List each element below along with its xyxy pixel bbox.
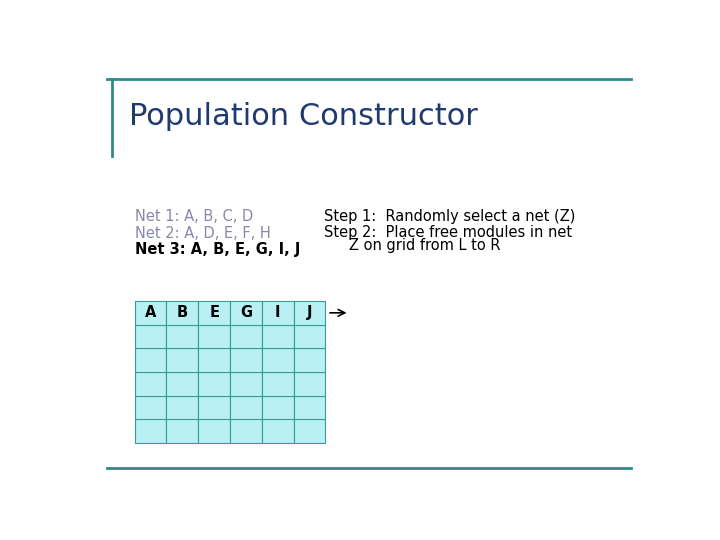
Bar [166,325,198,348]
Bar [230,325,262,348]
Text: Net 3: A, B, E, G, I, J: Net 3: A, B, E, G, I, J [135,242,300,258]
Bar [294,325,325,348]
Bar [294,420,325,443]
Bar [230,420,262,443]
Text: E: E [209,305,219,320]
Text: J: J [307,305,312,320]
Bar [166,372,198,396]
Bar [294,396,325,420]
Bar [262,372,294,396]
Bar [262,396,294,420]
Bar [294,301,325,325]
Text: Step 1:  Randomly select a net (Z): Step 1: Randomly select a net (Z) [324,209,576,224]
Bar [198,301,230,325]
Bar [135,348,166,372]
Bar [230,348,262,372]
Bar [135,372,166,396]
Bar [166,420,198,443]
Bar [262,420,294,443]
Text: B: B [177,305,188,320]
Bar [262,325,294,348]
Text: Net 2: A, D, E, F, H: Net 2: A, D, E, F, H [135,226,271,241]
Bar [198,325,230,348]
Bar [294,348,325,372]
Bar [166,348,198,372]
Bar [198,348,230,372]
Bar [294,372,325,396]
Text: Z on grid from L to R: Z on grid from L to R [349,238,501,253]
Bar [198,420,230,443]
Bar [166,301,198,325]
Bar [198,396,230,420]
Text: Population Constructor: Population Constructor [129,102,478,131]
Text: G: G [240,305,252,320]
Bar [135,301,166,325]
Bar [262,348,294,372]
Bar [230,372,262,396]
Bar [166,396,198,420]
Bar [135,420,166,443]
Bar [135,396,166,420]
Bar [198,372,230,396]
Text: Net 1: A, B, C, D: Net 1: A, B, C, D [135,209,253,224]
Bar [230,396,262,420]
Text: Step 2:  Place free modules in net: Step 2: Place free modules in net [324,225,572,240]
Bar [230,301,262,325]
Text: I: I [275,305,281,320]
Bar [135,325,166,348]
Text: A: A [145,305,156,320]
Bar [262,301,294,325]
